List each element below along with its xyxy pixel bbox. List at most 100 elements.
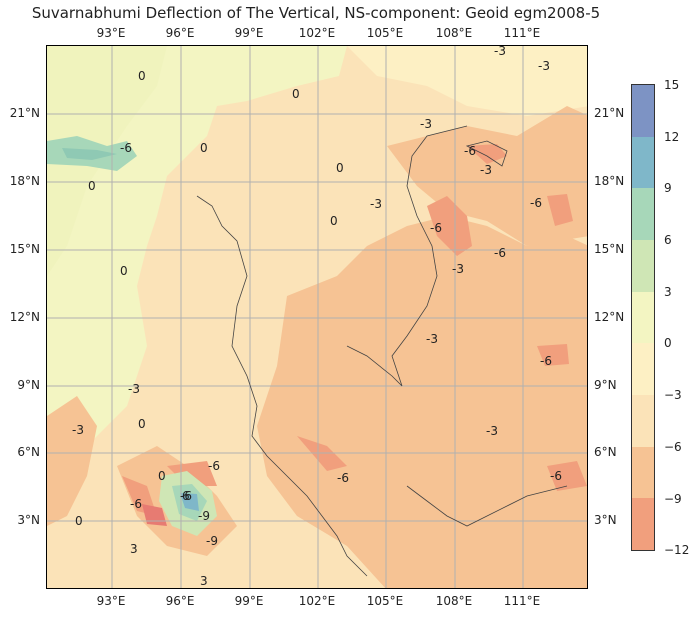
lon-tick-top: 105°E bbox=[366, 26, 404, 40]
contour-label: 3 bbox=[130, 542, 138, 556]
colorbar-tick: 9 bbox=[664, 181, 672, 195]
contour-label: -3 bbox=[426, 332, 438, 346]
colorbar-tick: −12 bbox=[664, 543, 690, 557]
lat-tick-left: 12°N bbox=[9, 310, 40, 324]
lat-tick-right: 6°N bbox=[594, 445, 617, 459]
map-plot-area bbox=[46, 45, 588, 589]
band-neg6-neg9 bbox=[547, 461, 587, 491]
contour-label: 3 bbox=[200, 574, 208, 588]
lat-tick-right: 18°N bbox=[594, 174, 625, 188]
band-neg6-neg9 bbox=[547, 194, 573, 226]
contour-map bbox=[47, 46, 587, 588]
contour-label: -3 bbox=[128, 382, 140, 396]
colorbar-segment bbox=[632, 291, 654, 344]
contour-label: -3 bbox=[420, 117, 432, 131]
contour-label: -6 bbox=[530, 196, 542, 210]
map-title: Suvarnabhumi Deflection of The Vertical,… bbox=[31, 4, 601, 22]
lat-tick-left: 18°N bbox=[9, 174, 40, 188]
lon-tick-top: 102°E bbox=[298, 26, 336, 40]
contour-label: 0 bbox=[75, 514, 83, 528]
coastline bbox=[196, 125, 568, 577]
colorbar-tick: −6 bbox=[664, 440, 682, 454]
contour-label: 0 bbox=[120, 264, 128, 278]
band-neg6-neg9 bbox=[467, 144, 507, 164]
band-neg3-neg6-north bbox=[387, 106, 587, 246]
band-9-12 bbox=[62, 148, 117, 160]
contour-label: -6 bbox=[130, 497, 142, 511]
colorbar-tick: 15 bbox=[664, 78, 680, 92]
lat-tick-left: 21°N bbox=[9, 106, 40, 120]
contour-label: 0 bbox=[330, 214, 338, 228]
band-neg6-neg9 bbox=[167, 461, 217, 486]
contour-label: -6 bbox=[208, 459, 220, 473]
colorbar-segment bbox=[632, 85, 654, 137]
contour-label: 0 bbox=[200, 141, 208, 155]
lon-tick-bottom: 108°E bbox=[435, 594, 473, 608]
contour-label: 6 bbox=[182, 489, 190, 503]
contour-label: -3 bbox=[72, 423, 84, 437]
contour-label: -6 bbox=[180, 489, 192, 503]
contour-label: -3 bbox=[370, 197, 382, 211]
colorbar bbox=[631, 84, 655, 551]
contour-label: -3 bbox=[494, 44, 506, 58]
contour-label: -6 bbox=[430, 221, 442, 235]
lat-tick-right: 21°N bbox=[594, 106, 625, 120]
lat-tick-right: 12°N bbox=[594, 310, 625, 324]
lon-tick-top: 96°E bbox=[165, 26, 195, 40]
colorbar-tick: 3 bbox=[664, 285, 672, 299]
gridlines bbox=[47, 46, 587, 588]
lat-tick-left: 6°N bbox=[17, 445, 40, 459]
contour-label: -3 bbox=[452, 262, 464, 276]
contour-label: 0 bbox=[138, 69, 146, 83]
contour-label: -6 bbox=[494, 246, 506, 260]
lon-tick-bottom: 96°E bbox=[165, 594, 195, 608]
contour-label: -3 bbox=[480, 163, 492, 177]
band-neg6-neg9 bbox=[537, 344, 569, 366]
lon-tick-bottom: 111°E bbox=[503, 594, 541, 608]
lon-tick-bottom: 93°E bbox=[96, 594, 126, 608]
colorbar-tick: 12 bbox=[664, 130, 680, 144]
lon-tick-bottom: 105°E bbox=[366, 594, 404, 608]
contour-label: -6 bbox=[550, 469, 562, 483]
lon-tick-bottom: 99°E bbox=[234, 594, 264, 608]
lon-tick-bottom: 102°E bbox=[298, 594, 336, 608]
lat-tick-left: 15°N bbox=[9, 242, 40, 256]
contour-label: -3 bbox=[538, 59, 550, 73]
contour-label: -3 bbox=[486, 424, 498, 438]
colorbar-tick: 0 bbox=[664, 336, 672, 350]
contour-label: 0 bbox=[88, 179, 96, 193]
contour-label: 0 bbox=[158, 469, 166, 483]
colorbar-segment bbox=[632, 394, 654, 447]
band-neg6-neg9 bbox=[427, 196, 472, 256]
band-neg3-neg6 bbox=[257, 216, 587, 588]
contour-label: -6 bbox=[540, 354, 552, 368]
lon-tick-top: 99°E bbox=[234, 26, 264, 40]
colorbar-segment bbox=[632, 498, 654, 550]
contour-label: -9 bbox=[198, 509, 210, 523]
lon-tick-top: 111°E bbox=[503, 26, 541, 40]
band-neg3-neg6-west bbox=[47, 396, 97, 526]
colorbar-segment bbox=[632, 343, 654, 395]
lon-tick-top: 108°E bbox=[435, 26, 473, 40]
contour-label: -6 bbox=[120, 141, 132, 155]
contour-label: 0 bbox=[292, 87, 300, 101]
contour-label: -6 bbox=[464, 144, 476, 158]
colorbar-segment bbox=[632, 239, 654, 292]
lon-tick-top: 93°E bbox=[96, 26, 126, 40]
lat-tick-right: 9°N bbox=[594, 378, 617, 392]
lat-tick-right: 15°N bbox=[594, 242, 625, 256]
colorbar-segment bbox=[632, 136, 654, 189]
contour-label: 0 bbox=[336, 161, 344, 175]
colorbar-segment bbox=[632, 446, 654, 499]
lat-tick-right: 3°N bbox=[594, 513, 617, 527]
lat-tick-left: 9°N bbox=[17, 378, 40, 392]
contour-label: -6 bbox=[337, 471, 349, 485]
lat-tick-left: 3°N bbox=[17, 513, 40, 527]
contour-label: 0 bbox=[138, 417, 146, 431]
band-9-12 bbox=[180, 493, 199, 511]
colorbar-tick: −9 bbox=[664, 492, 682, 506]
band-0-neg3 bbox=[347, 46, 587, 116]
colorbar-tick: −3 bbox=[664, 388, 682, 402]
colorbar-tick: 6 bbox=[664, 233, 672, 247]
colorbar-segment bbox=[632, 188, 654, 240]
